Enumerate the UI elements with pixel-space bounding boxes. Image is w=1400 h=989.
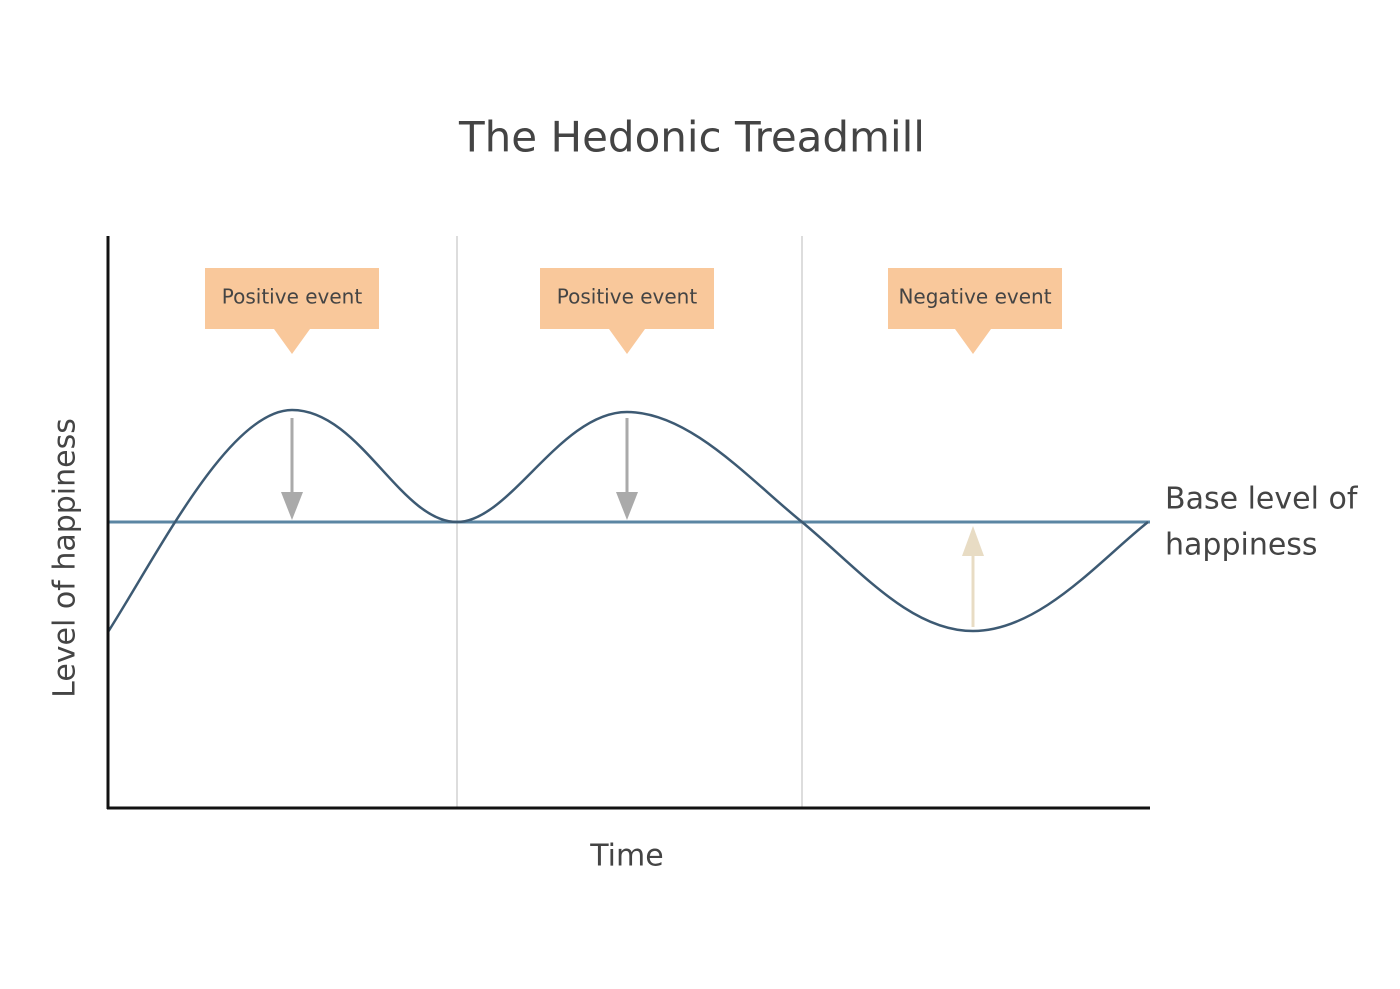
base-label: happiness	[1165, 528, 1318, 563]
callout-box	[205, 268, 379, 354]
callout: Negative event	[888, 268, 1062, 354]
callout: Positive event	[540, 268, 714, 354]
y-axis-label: Level of happiness	[48, 418, 83, 698]
arrow	[962, 526, 984, 627]
base-label: Base level of	[1165, 482, 1359, 517]
x-axis-label: Time	[589, 839, 663, 874]
callout-box	[888, 268, 1062, 354]
event-label: Positive event	[557, 285, 698, 309]
callout-box	[540, 268, 714, 354]
event-label: Negative event	[898, 285, 1051, 309]
happiness-curve	[106, 408, 1149, 633]
arrow	[616, 418, 638, 520]
event-label: Positive event	[222, 285, 363, 309]
callout: Positive event	[205, 268, 379, 354]
arrow	[281, 418, 303, 520]
title: The Hedonic Treadmill	[458, 113, 925, 162]
